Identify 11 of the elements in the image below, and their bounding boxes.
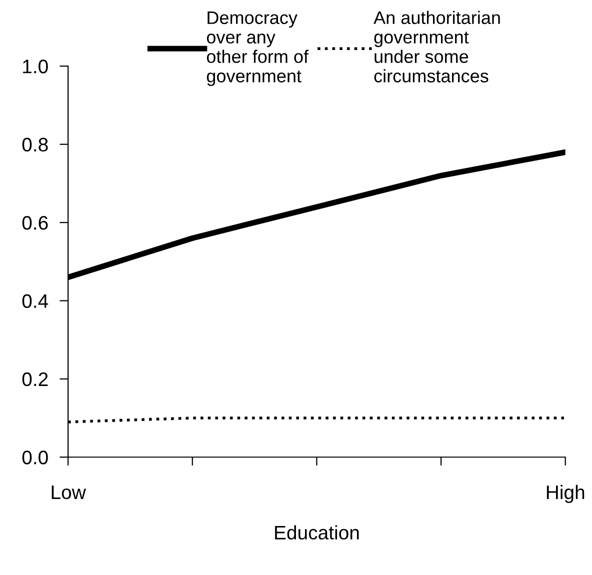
y-tick-label: 0.0 (22, 450, 48, 464)
legend-label: Democracy over any other form of government (206, 11, 309, 86)
legend-label: An authoritarian government under some circumstances (374, 10, 500, 82)
x-tick-label: High (546, 484, 584, 504)
y-tick-label: 0.2 (22, 372, 48, 386)
y-tick-label: 0.4 (22, 294, 48, 308)
x-tick-label: Low (52, 486, 86, 500)
y-tick-label: 0.8 (22, 138, 48, 152)
y-tick-label: 1.0 (23, 60, 48, 74)
x-axis-title: Education (275, 525, 359, 540)
y-tick-label: 0.6 (22, 216, 48, 230)
